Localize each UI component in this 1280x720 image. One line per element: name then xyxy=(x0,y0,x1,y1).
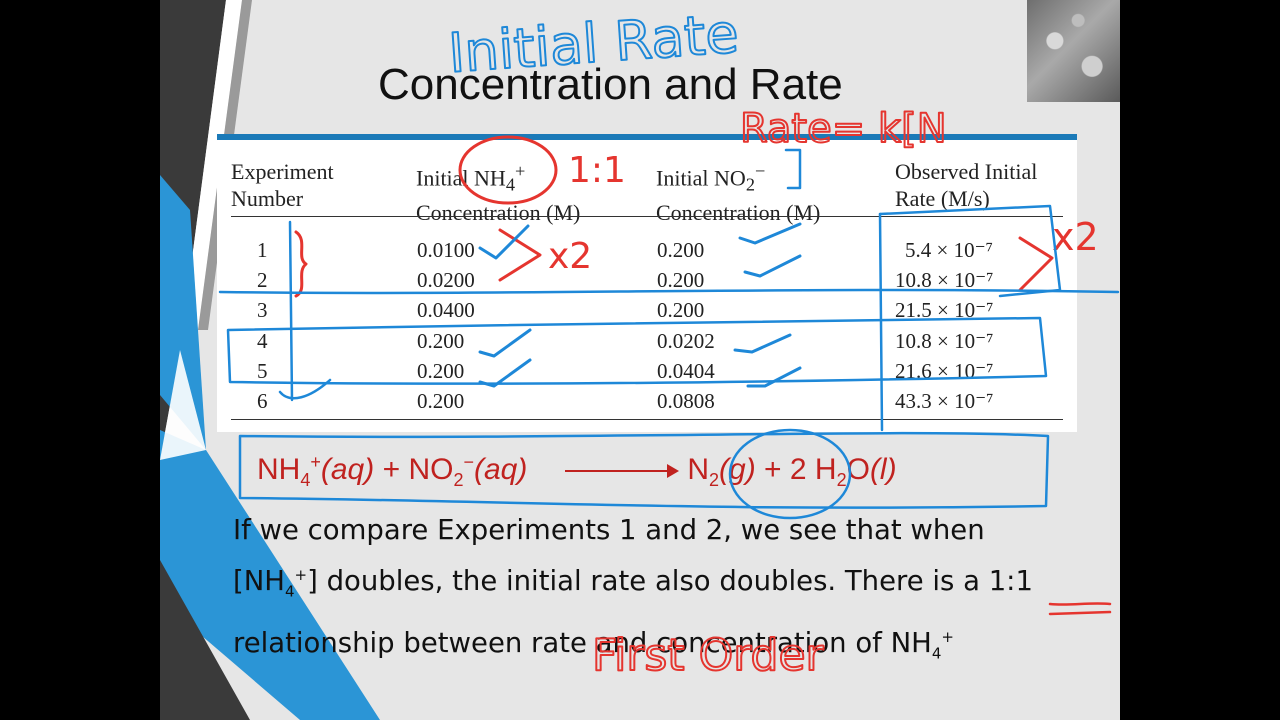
row-5-rate: 21.6 × 10⁻⁷ xyxy=(895,359,994,383)
blue-stripe xyxy=(160,175,206,450)
row-3-nh4: 0.0400 xyxy=(417,298,475,322)
table-top-bar xyxy=(217,134,1077,140)
row-1-nh4: 0.0100 xyxy=(417,238,475,262)
row-2-number: 2 xyxy=(257,268,268,292)
paragraph-line-3: relationship between rate and concentrat… xyxy=(233,626,954,663)
row-3-rate: 21.5 × 10⁻⁷ xyxy=(895,298,994,322)
rate-data-table: Experiment Number Initial NH4+ Concentra… xyxy=(217,134,1077,432)
row-6-nh4: 0.200 xyxy=(417,389,465,413)
row-2-no2: 0.200 xyxy=(657,268,705,292)
header-no2: Initial NO2− Concentration (M) xyxy=(656,161,821,225)
corner-photo xyxy=(1027,0,1120,102)
row-2-nh4: 0.0200 xyxy=(417,268,475,292)
white-triangle xyxy=(160,350,206,460)
slide-canvas: Concentration and Rate Experiment Number… xyxy=(160,0,1120,720)
header-rule xyxy=(231,216,1063,217)
blue-lower-stripe xyxy=(160,430,380,720)
header-rate: Observed Initial Rate (M/s) xyxy=(895,159,1038,211)
row-5-number: 5 xyxy=(257,359,268,383)
white-stripe xyxy=(180,0,242,350)
paragraph-line-2: [NH4+] doubles, the initial rate also do… xyxy=(233,565,1033,601)
row-3-no2: 0.200 xyxy=(657,298,705,322)
slide-decoration xyxy=(160,0,380,720)
row-1-rate: 5.4 × 10⁻⁷ xyxy=(905,238,993,262)
row-6-number: 6 xyxy=(257,389,268,413)
row-6-rate: 43.3 × 10⁻⁷ xyxy=(895,389,994,413)
row-5-no2: 0.0404 xyxy=(657,359,715,383)
row-2-rate: 10.8 × 10⁻⁷ xyxy=(895,268,994,292)
header-experiment: Experiment Number xyxy=(231,159,334,211)
bottom-rule xyxy=(231,419,1063,420)
dark-lower-stripe xyxy=(160,560,250,720)
row-6-no2: 0.0808 xyxy=(657,389,715,413)
chemical-equation: NH4+(aq) + NO2−(aq) N2(g) + 2 H2O(l) xyxy=(257,452,897,490)
row-4-no2: 0.0202 xyxy=(657,329,715,353)
row-5-nh4: 0.200 xyxy=(417,359,465,383)
explanation-paragraph: If we compare Experiments 1 and 2, we se… xyxy=(233,508,1118,676)
paragraph-line-1: If we compare Experiments 1 and 2, we se… xyxy=(233,514,985,546)
row-3-number: 3 xyxy=(257,298,268,322)
row-4-rate: 10.8 × 10⁻⁷ xyxy=(895,329,994,353)
row-1-number: 1 xyxy=(257,238,268,262)
reaction-arrow-icon xyxy=(565,464,680,479)
row-1-no2: 0.200 xyxy=(657,238,705,262)
row-4-nh4: 0.200 xyxy=(417,329,465,353)
row-4-number: 4 xyxy=(257,329,268,353)
slide-title: Concentration and Rate xyxy=(378,60,843,109)
